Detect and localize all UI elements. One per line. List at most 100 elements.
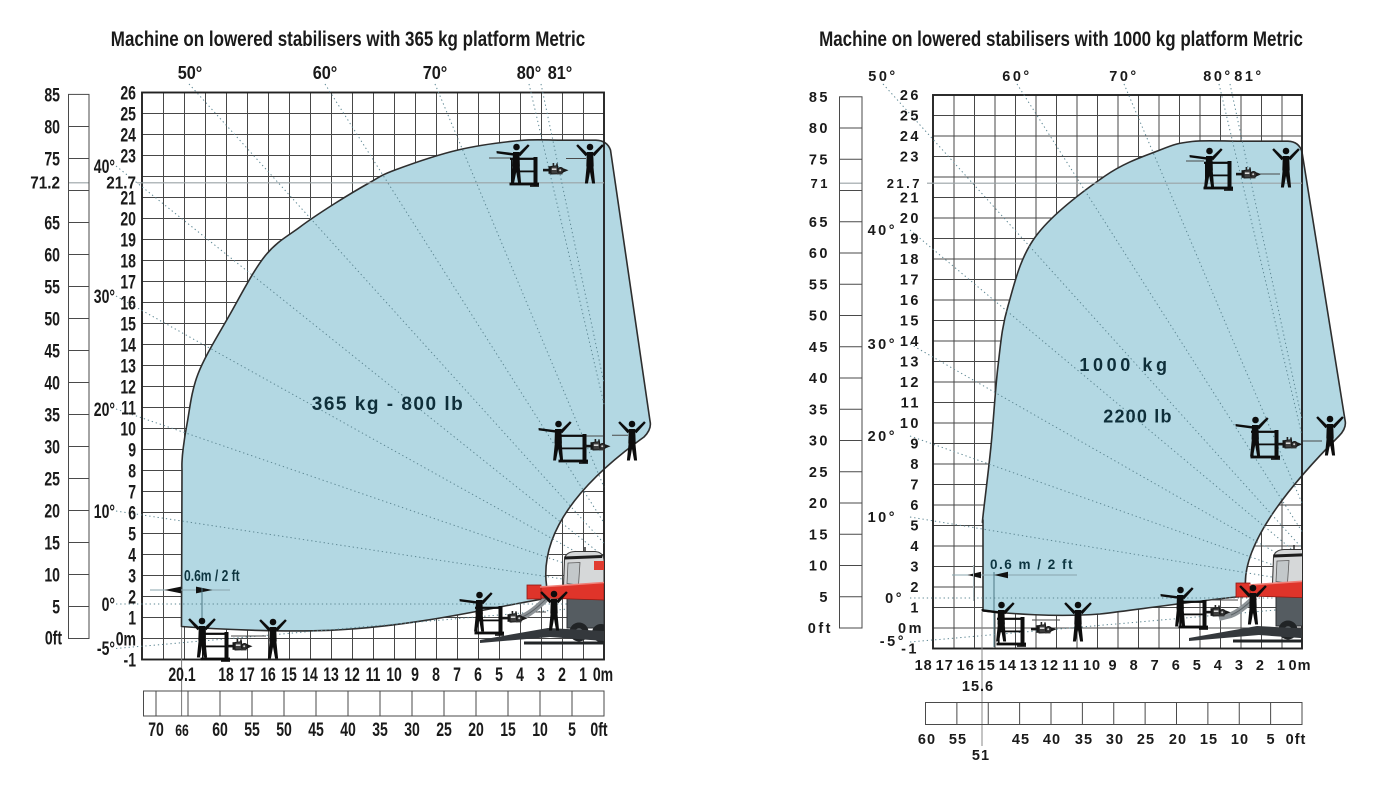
svg-text:23: 23 <box>900 150 921 166</box>
svg-text:20: 20 <box>468 719 484 741</box>
svg-text:9: 9 <box>411 664 419 686</box>
svg-text:70°: 70° <box>1109 69 1138 85</box>
svg-text:12: 12 <box>120 376 136 398</box>
svg-text:11: 11 <box>1062 658 1079 674</box>
svg-text:30: 30 <box>404 719 420 741</box>
svg-text:50: 50 <box>276 719 292 741</box>
svg-text:17: 17 <box>239 664 255 686</box>
svg-text:45: 45 <box>308 719 324 741</box>
svg-text:65: 65 <box>809 215 830 231</box>
svg-text:7: 7 <box>453 664 461 686</box>
svg-text:7: 7 <box>128 481 136 503</box>
svg-text:15: 15 <box>978 658 996 674</box>
svg-text:16: 16 <box>957 658 975 674</box>
svg-text:18: 18 <box>120 250 136 272</box>
svg-text:25: 25 <box>809 465 830 481</box>
svg-text:51: 51 <box>972 748 990 764</box>
svg-text:30: 30 <box>44 436 60 458</box>
svg-text:11: 11 <box>121 397 136 419</box>
svg-text:25: 25 <box>900 109 921 125</box>
svg-text:15: 15 <box>809 527 830 543</box>
svg-text:70: 70 <box>148 719 164 741</box>
svg-text:5: 5 <box>52 596 60 618</box>
svg-text:24: 24 <box>120 124 136 146</box>
svg-text:45: 45 <box>1012 732 1030 748</box>
svg-text:0°: 0° <box>885 591 904 607</box>
svg-text:9: 9 <box>1109 658 1118 674</box>
svg-text:2: 2 <box>128 586 136 608</box>
svg-text:60: 60 <box>918 732 936 748</box>
svg-text:20: 20 <box>1169 732 1187 748</box>
svg-text:30°: 30° <box>868 337 897 353</box>
svg-text:14: 14 <box>900 334 921 350</box>
svg-text:25: 25 <box>436 719 452 741</box>
svg-text:1: 1 <box>1277 658 1286 674</box>
svg-text:26: 26 <box>900 88 921 104</box>
svg-text:5: 5 <box>495 664 503 686</box>
svg-text:8: 8 <box>1130 658 1139 674</box>
svg-text:-1: -1 <box>901 642 919 658</box>
svg-text:5: 5 <box>128 523 136 545</box>
svg-text:1000 kg: 1000 kg <box>1079 355 1170 375</box>
svg-text:1: 1 <box>579 664 587 686</box>
svg-text:0m: 0m <box>116 628 136 650</box>
svg-text:1: 1 <box>128 607 136 629</box>
svg-text:20: 20 <box>809 496 830 512</box>
svg-text:10: 10 <box>44 564 60 586</box>
svg-text:60°: 60° <box>1002 69 1031 85</box>
svg-text:40: 40 <box>44 372 60 394</box>
svg-text:15: 15 <box>1200 732 1218 748</box>
svg-text:25: 25 <box>120 103 136 125</box>
svg-text:55: 55 <box>244 719 260 741</box>
svg-text:55: 55 <box>949 732 967 748</box>
svg-text:0ft: 0ft <box>808 621 833 637</box>
svg-text:15.6: 15.6 <box>962 679 994 695</box>
svg-text:10°: 10° <box>868 510 897 526</box>
svg-text:60: 60 <box>809 246 830 262</box>
svg-text:66: 66 <box>175 722 189 740</box>
svg-text:45: 45 <box>44 340 60 362</box>
svg-text:0ft: 0ft <box>45 627 62 649</box>
svg-text:15: 15 <box>120 313 136 335</box>
svg-text:10: 10 <box>809 559 830 575</box>
svg-text:17: 17 <box>120 271 136 293</box>
svg-text:15: 15 <box>44 532 60 554</box>
svg-text:10: 10 <box>1083 658 1101 674</box>
svg-text:16: 16 <box>120 292 136 314</box>
svg-text:40°: 40° <box>94 156 115 178</box>
svg-text:40: 40 <box>1043 732 1061 748</box>
svg-text:5: 5 <box>1266 732 1275 748</box>
svg-text:10°: 10° <box>94 501 115 523</box>
svg-text:2200 lb: 2200 lb <box>1103 407 1172 427</box>
svg-text:10: 10 <box>386 664 402 686</box>
svg-text:30°: 30° <box>94 286 115 308</box>
svg-text:11: 11 <box>366 664 381 686</box>
svg-text:71: 71 <box>811 176 830 191</box>
svg-text:30: 30 <box>1106 732 1124 748</box>
svg-text:0ft: 0ft <box>590 719 607 741</box>
svg-text:15: 15 <box>500 719 516 741</box>
svg-text:24: 24 <box>900 129 921 145</box>
svg-text:12: 12 <box>1041 658 1059 674</box>
svg-text:11: 11 <box>901 396 921 412</box>
svg-text:25: 25 <box>1137 732 1155 748</box>
svg-text:0.6 m / 2 ft: 0.6 m / 2 ft <box>990 557 1074 572</box>
svg-text:20°: 20° <box>868 429 897 445</box>
svg-text:15: 15 <box>281 664 297 686</box>
svg-text:10: 10 <box>120 418 136 440</box>
svg-text:3: 3 <box>128 565 136 587</box>
svg-text:7: 7 <box>910 478 921 494</box>
svg-text:10: 10 <box>532 719 548 741</box>
svg-text:-5°: -5° <box>880 634 906 650</box>
svg-text:50°: 50° <box>178 62 203 83</box>
svg-text:2: 2 <box>1256 658 1265 674</box>
svg-text:0.6m / 2 ft: 0.6m / 2 ft <box>184 567 240 585</box>
svg-text:365 kg - 800 lb: 365 kg - 800 lb <box>312 394 464 415</box>
svg-text:3: 3 <box>537 664 545 686</box>
svg-text:5: 5 <box>568 719 576 741</box>
svg-text:50: 50 <box>809 309 830 325</box>
svg-text:4: 4 <box>128 544 136 566</box>
svg-text:50: 50 <box>44 308 60 330</box>
svg-text:16: 16 <box>900 293 921 309</box>
svg-text:6: 6 <box>128 502 136 524</box>
